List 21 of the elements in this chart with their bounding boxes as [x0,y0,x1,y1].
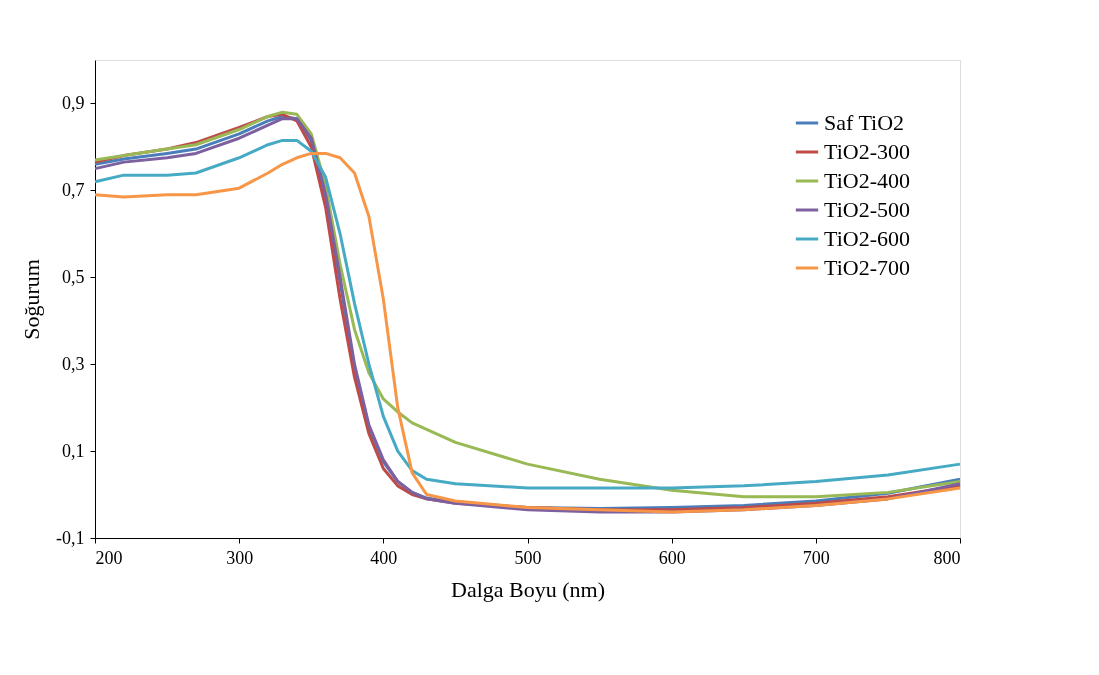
y-tick-label: 0,1 [62,440,85,461]
x-tick-label: 300 [226,547,254,568]
x-tick-label: 500 [514,547,542,568]
legend-label: TiO2-500 [824,197,910,222]
legend-label: Saf TiO2 [824,110,905,135]
y-tick-label: 0,5 [62,266,85,287]
legend-label: TiO2-300 [824,139,910,164]
y-tick-label: 0,7 [62,179,85,200]
x-tick-label: 700 [802,547,830,568]
legend-label: TiO2-400 [824,168,910,193]
legend-label: TiO2-700 [824,255,910,280]
x-tick-label: 200 [95,547,123,568]
x-axis-title: Dalga Boyu (nm) [451,576,605,602]
legend-label: TiO2-600 [824,226,910,251]
x-tick-label: 400 [370,547,398,568]
y-tick-label: -0,1 [56,527,85,548]
x-tick-label: 600 [658,547,686,568]
y-tick-label: 0,3 [62,353,85,374]
y-axis-title: Soğurum [19,259,45,340]
x-tick-label: 800 [933,547,961,568]
y-tick-label: 0,9 [62,92,85,113]
